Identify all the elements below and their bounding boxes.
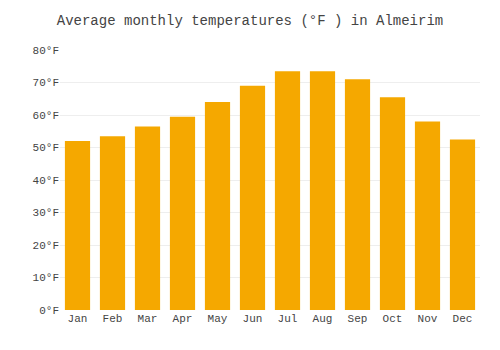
svg-text:10°F: 10°F (33, 272, 59, 284)
svg-text:May: May (208, 313, 228, 325)
svg-text:Jun: Jun (243, 313, 263, 325)
svg-text:70°F: 70°F (33, 77, 59, 89)
svg-text:Jan: Jan (68, 313, 88, 325)
svg-text:Oct: Oct (383, 313, 403, 325)
svg-text:Average monthly temperatures (: Average monthly temperatures (°F ) in Al… (57, 13, 443, 29)
svg-text:Apr: Apr (173, 313, 193, 325)
svg-text:40°F: 40°F (33, 175, 59, 187)
svg-text:Dec: Dec (453, 313, 473, 325)
svg-text:20°F: 20°F (33, 240, 59, 252)
svg-text:Mar: Mar (138, 313, 158, 325)
svg-text:Jul: Jul (278, 313, 298, 325)
svg-text:0°F: 0°F (39, 305, 59, 317)
svg-text:60°F: 60°F (33, 110, 59, 122)
svg-text:Aug: Aug (313, 313, 333, 325)
svg-text:Nov: Nov (418, 313, 438, 325)
svg-text:Feb: Feb (103, 313, 123, 325)
svg-text:50°F: 50°F (33, 142, 59, 154)
svg-text:Sep: Sep (348, 313, 368, 325)
svg-text:30°F: 30°F (33, 207, 59, 219)
svg-text:80°F: 80°F (33, 45, 59, 57)
